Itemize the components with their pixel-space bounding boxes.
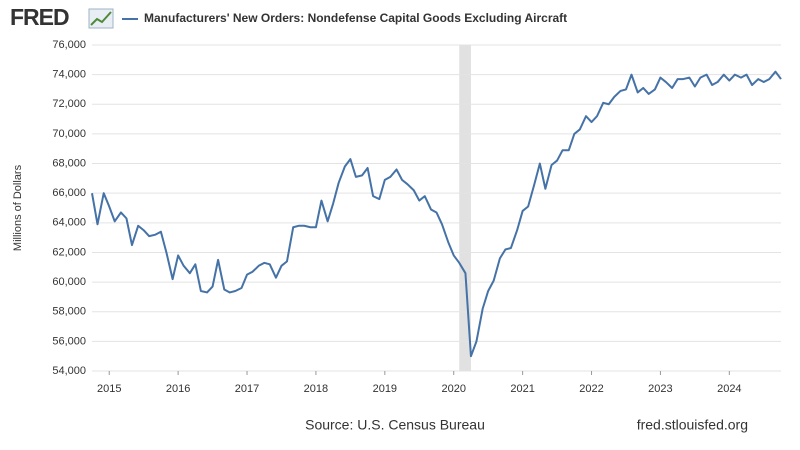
y-tick-label: 58,000 xyxy=(52,306,86,318)
logo: FRED xyxy=(10,4,69,30)
x-tick-label: 2016 xyxy=(166,383,190,395)
x-tick-label: 2023 xyxy=(648,383,672,395)
y-tick-label: 70,000 xyxy=(52,128,86,140)
x-tick-label: 2017 xyxy=(235,383,259,395)
source: Source: U.S. Census Bureau xyxy=(305,417,485,433)
logo-icon xyxy=(88,8,114,29)
y-tick-label: 60,000 xyxy=(52,276,86,288)
y-tick-label: 74,000 xyxy=(52,69,86,81)
x-tick-label: 2024 xyxy=(717,383,741,395)
recession-band xyxy=(459,45,471,371)
y-tick-label: 64,000 xyxy=(52,217,86,229)
y-tick-label: 68,000 xyxy=(52,157,86,169)
legend-label: Manufacturers' New Orders: Nondefense Ca… xyxy=(144,11,567,25)
y-tick-label: 56,000 xyxy=(52,335,86,347)
x-tick-label: 2018 xyxy=(304,383,328,395)
x-tick-label: 2022 xyxy=(579,383,603,395)
y-axis-label: Millions of Dollars xyxy=(12,164,24,251)
y-tick-label: 62,000 xyxy=(52,246,86,258)
y-tick-label: 72,000 xyxy=(52,98,86,110)
x-tick-label: 2021 xyxy=(510,383,534,395)
y-tick-label: 54,000 xyxy=(52,365,86,377)
x-tick-label: 2015 xyxy=(97,383,121,395)
x-tick-label: 2020 xyxy=(441,383,465,395)
site: fred.stlouisfed.org xyxy=(637,417,748,433)
y-tick-label: 76,000 xyxy=(52,39,86,51)
y-tick-label: 66,000 xyxy=(52,187,86,199)
x-tick-label: 2019 xyxy=(373,383,397,395)
series-line xyxy=(91,70,782,358)
